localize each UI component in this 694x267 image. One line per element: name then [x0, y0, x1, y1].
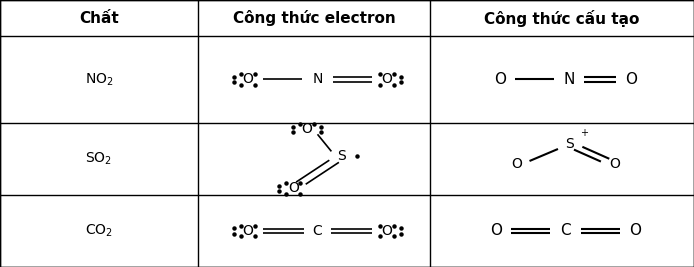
Text: +: + [580, 128, 589, 138]
Text: C: C [560, 223, 571, 238]
Text: O: O [302, 123, 312, 136]
Text: O: O [382, 224, 392, 238]
Text: N: N [564, 72, 575, 87]
Text: SO$_2$: SO$_2$ [85, 151, 112, 167]
Text: O: O [243, 224, 253, 238]
Text: S: S [565, 137, 573, 151]
Text: O: O [243, 72, 253, 87]
Text: CO$_2$: CO$_2$ [85, 223, 113, 239]
Text: C: C [312, 224, 323, 238]
Text: O: O [609, 157, 620, 171]
Text: O: O [625, 72, 638, 87]
Text: O: O [629, 223, 641, 238]
Text: O: O [288, 181, 298, 195]
Text: Công thức electron: Công thức electron [232, 10, 396, 26]
Text: O: O [493, 72, 506, 87]
Text: O: O [511, 157, 523, 171]
Text: S: S [337, 149, 346, 163]
Text: Chất: Chất [79, 10, 119, 26]
Text: O: O [490, 223, 502, 238]
Text: N: N [312, 72, 323, 87]
Text: O: O [382, 72, 392, 87]
Text: NO$_2$: NO$_2$ [85, 71, 113, 88]
Text: Công thức cấu tạo: Công thức cấu tạo [484, 10, 640, 26]
